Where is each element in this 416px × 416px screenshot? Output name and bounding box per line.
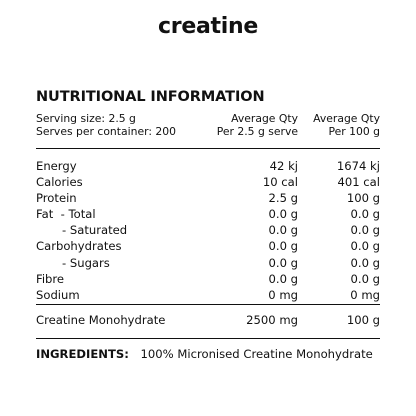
nutrient-row-carbohydrates: Carbohydrates 0.0 g 0.0 g <box>36 238 380 254</box>
nutrient-per-100g: 0.0 g <box>350 207 380 222</box>
nutrient-name: Carbohydrates <box>36 239 122 254</box>
nutrient-per-serve: 2.5 g <box>268 191 298 206</box>
nutrient-row-sugars: - Sugars 0.0 g 0.0 g <box>36 255 380 271</box>
ingredients-line: INGREDIENTS: 100% Micronised Creatine Mo… <box>36 346 373 362</box>
nutrient-per-100g: 0 mg <box>350 287 380 302</box>
creatine-per-100g: 100 g <box>346 313 380 327</box>
brand-logo: creatine <box>158 14 258 39</box>
column-header-line: Average Qty <box>231 112 298 125</box>
nutrient-per-100g: 401 cal <box>337 175 380 190</box>
nutrient-per-100g: 1674 kj <box>336 159 380 173</box>
nutrient-row-calories: Calories 10 cal 401 cal <box>36 174 380 190</box>
nutrient-row-energy: Energy 42 kj 1674 kj <box>36 158 380 174</box>
ingredients-text: 100% Micronised Creatine Monohydrate <box>140 347 373 361</box>
nutrient-name: Protein <box>36 191 77 206</box>
nutrient-per-serve: 0.0 g <box>268 239 298 254</box>
nutrient-per-serve: 0.0 g <box>268 207 298 222</box>
nutrient-row-protein: Protein 2.5 g 100 g <box>36 190 380 206</box>
nutrient-per-100g: 0.0 g <box>350 271 380 286</box>
nutrient-per-100g: 0.0 g <box>350 239 380 254</box>
nutrient-row-saturated: - Saturated 0.0 g 0.0 g <box>36 222 380 238</box>
nutrient-per-100g: 100 g <box>346 191 380 206</box>
creatine-name: Creatine Monohydrate <box>36 313 166 327</box>
nutrient-name: Sodium <box>36 287 80 302</box>
nutrient-row-sodium: Sodium 0 mg 0 mg <box>36 287 380 303</box>
nutrient-per-serve: 10 cal <box>262 175 298 190</box>
serving-size: Serving size: 2.5 g <box>36 112 136 125</box>
nutrient-per-serve: 0 mg <box>268 287 298 302</box>
creatine-per-serve: 2500 mg <box>246 313 298 327</box>
nutrient-per-100g: 0.0 g <box>350 223 380 238</box>
column-header-per-100g: Average Qty Per 100 g <box>313 112 380 138</box>
divider-middle <box>36 304 380 305</box>
creatine-row: Creatine Monohydrate 2500 mg 100 g <box>36 312 380 328</box>
serves-per-container: Serves per container: 200 <box>36 125 177 138</box>
column-header-line: Average Qty <box>313 112 380 125</box>
nutrient-name: - Sugars <box>62 255 110 270</box>
section-heading: NUTRITIONAL INFORMATION <box>36 89 265 105</box>
nutrient-row-fat-total: Fat - Total 0.0 g 0.0 g <box>36 206 380 222</box>
nutrient-name: - Saturated <box>62 223 128 238</box>
nutrient-name: Calories <box>36 175 83 190</box>
column-header-line: Per 2.5 g serve <box>216 125 298 138</box>
ingredients-label: INGREDIENTS: <box>36 347 129 361</box>
nutrient-name: Energy <box>36 159 77 173</box>
nutrient-per-serve: 42 kj <box>269 159 298 173</box>
divider-top <box>36 148 380 149</box>
nutrient-row-fibre: Fibre 0.0 g 0.0 g <box>36 271 380 287</box>
nutrient-per-serve: 0.0 g <box>268 223 298 238</box>
column-header-line: Per 100 g <box>328 125 380 138</box>
serving-info: Serving size: 2.5 g Serves per container… <box>36 112 176 138</box>
divider-bottom <box>36 338 380 339</box>
nutrient-per-serve: 0.0 g <box>268 255 298 270</box>
nutrient-name: Fibre <box>36 271 65 286</box>
nutrient-per-100g: 0.0 g <box>350 255 380 270</box>
nutrient-name: Fat - Total <box>36 207 96 222</box>
nutrient-per-serve: 0.0 g <box>268 271 298 286</box>
nutrient-table: Energy 42 kj 1674 kj Calories 10 cal 401… <box>36 158 380 303</box>
column-header-per-serve: Average Qty Per 2.5 g serve <box>217 112 298 138</box>
